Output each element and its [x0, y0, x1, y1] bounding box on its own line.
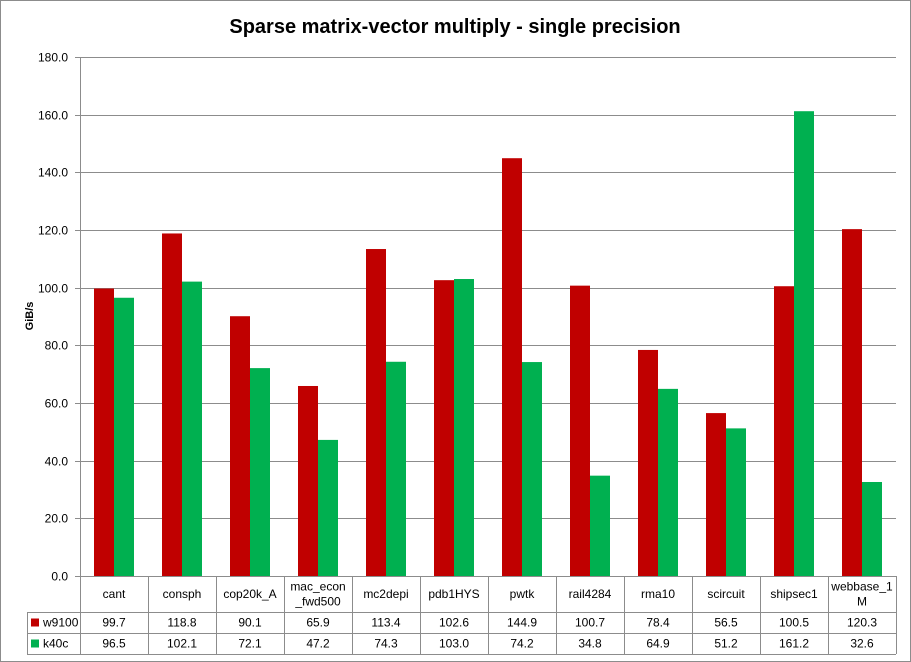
data-label-w9100: 56.5 — [714, 616, 738, 630]
legend-label-k40c: k40c — [43, 637, 68, 651]
bar-w9100 — [570, 285, 590, 576]
data-label-w9100: 100.5 — [779, 616, 809, 630]
data-label-k40c: 103.0 — [439, 637, 469, 651]
bar-w9100 — [842, 229, 862, 576]
data-label-w9100: 65.9 — [306, 616, 330, 630]
bar-w9100 — [706, 413, 726, 576]
bar-k40c — [726, 428, 746, 576]
data-label-w9100: 120.3 — [847, 616, 877, 630]
x-tick-label: pwtk — [510, 587, 536, 601]
data-label-w9100: 113.4 — [371, 616, 400, 630]
x-tick-label: consph — [163, 587, 202, 601]
y-tick-label: 60.0 — [45, 397, 69, 411]
y-tick-label: 0.0 — [51, 570, 68, 584]
y-tick-label: 80.0 — [45, 339, 69, 353]
chart-title: Sparse matrix-vector multiply - single p… — [229, 16, 680, 38]
data-label-k40c: 74.3 — [374, 637, 398, 651]
data-label-k40c: 161.2 — [779, 637, 809, 651]
data-label-k40c: 47.2 — [306, 637, 330, 651]
bar-k40c — [114, 297, 134, 576]
data-label-k40c: 72.1 — [238, 637, 262, 651]
legend-swatch-k40c — [31, 639, 39, 648]
data-label-k40c: 96.5 — [102, 637, 126, 651]
data-label-w9100: 144.9 — [507, 616, 537, 630]
y-axis: 0.0 20.0 40.0 60.0 80.0 100.0 120.0 140.0 160.0 1… — [38, 51, 897, 654]
bar-k40c — [386, 361, 406, 576]
data-label-w9100: 90.1 — [238, 616, 262, 630]
data-label-w9100: 78.4 — [646, 616, 670, 630]
x-tick-label: _fwd500 — [294, 595, 341, 609]
x-tick-label: scircuit — [707, 587, 745, 601]
data-label-w9100: 100.7 — [575, 616, 605, 630]
bars — [94, 111, 882, 576]
x-tick-label: pdb1HYS — [428, 587, 479, 601]
y-tick-label: 180.0 — [38, 51, 68, 65]
x-tick-label: M — [857, 595, 867, 609]
x-tick-label: shipsec1 — [770, 587, 818, 601]
bar-w9100 — [162, 233, 182, 576]
bar-w9100 — [94, 288, 114, 576]
legend-swatch-w9100 — [31, 618, 39, 627]
y-tick-label: 40.0 — [45, 455, 69, 469]
data-label-w9100: 118.8 — [167, 616, 196, 630]
x-tick-label: cop20k_A — [223, 587, 276, 601]
x-tick-label: webbase_1 — [830, 580, 893, 594]
data-label-k40c: 64.9 — [646, 637, 670, 651]
bar-w9100 — [366, 249, 386, 576]
y-tick-label: 20.0 — [45, 512, 69, 526]
bar-w9100 — [230, 316, 250, 576]
y-tick-label: 160.0 — [38, 109, 68, 123]
x-tick-label: mc2depi — [363, 587, 408, 601]
bar-k40c — [794, 111, 814, 576]
bar-w9100 — [774, 286, 794, 576]
data-label-k40c: 32.6 — [850, 637, 874, 651]
y-tick-label: 140.0 — [38, 166, 68, 180]
data-table: cant consph cop20k_A mac_econ_fwd500 mc2depi… — [27, 576, 897, 655]
bar-k40c — [658, 388, 678, 576]
data-label-w9100: 102.6 — [439, 616, 469, 630]
bar-k40c — [454, 279, 474, 576]
x-tick-label: rail4284 — [569, 587, 612, 601]
data-label-k40c: 102.1 — [167, 637, 197, 651]
bar-k40c — [590, 475, 610, 576]
data-label-k40c: 51.2 — [714, 637, 738, 651]
bar-k40c — [182, 281, 202, 576]
y-tick-label: 120.0 — [38, 224, 68, 238]
data-label-k40c: 74.2 — [510, 637, 534, 651]
bar-k40c — [862, 482, 882, 576]
y-axis-label: GiB/s — [24, 302, 36, 331]
data-label-w9100: 99.7 — [102, 616, 126, 630]
bar-k40c — [250, 368, 270, 576]
bar-w9100 — [502, 158, 522, 576]
bar-w9100 — [298, 385, 318, 576]
data-label-k40c: 34.8 — [578, 637, 602, 651]
bar-k40c — [522, 362, 542, 576]
bar-w9100 — [638, 349, 658, 576]
x-tick-label: cant — [103, 587, 126, 601]
bar-k40c — [318, 439, 338, 576]
y-tick-label: 100.0 — [38, 282, 68, 296]
legend-label-w9100: w9100 — [42, 616, 79, 630]
bar-w9100 — [434, 280, 454, 576]
x-tick-label: mac_econ — [290, 580, 345, 594]
x-tick-label: rma10 — [641, 587, 675, 601]
